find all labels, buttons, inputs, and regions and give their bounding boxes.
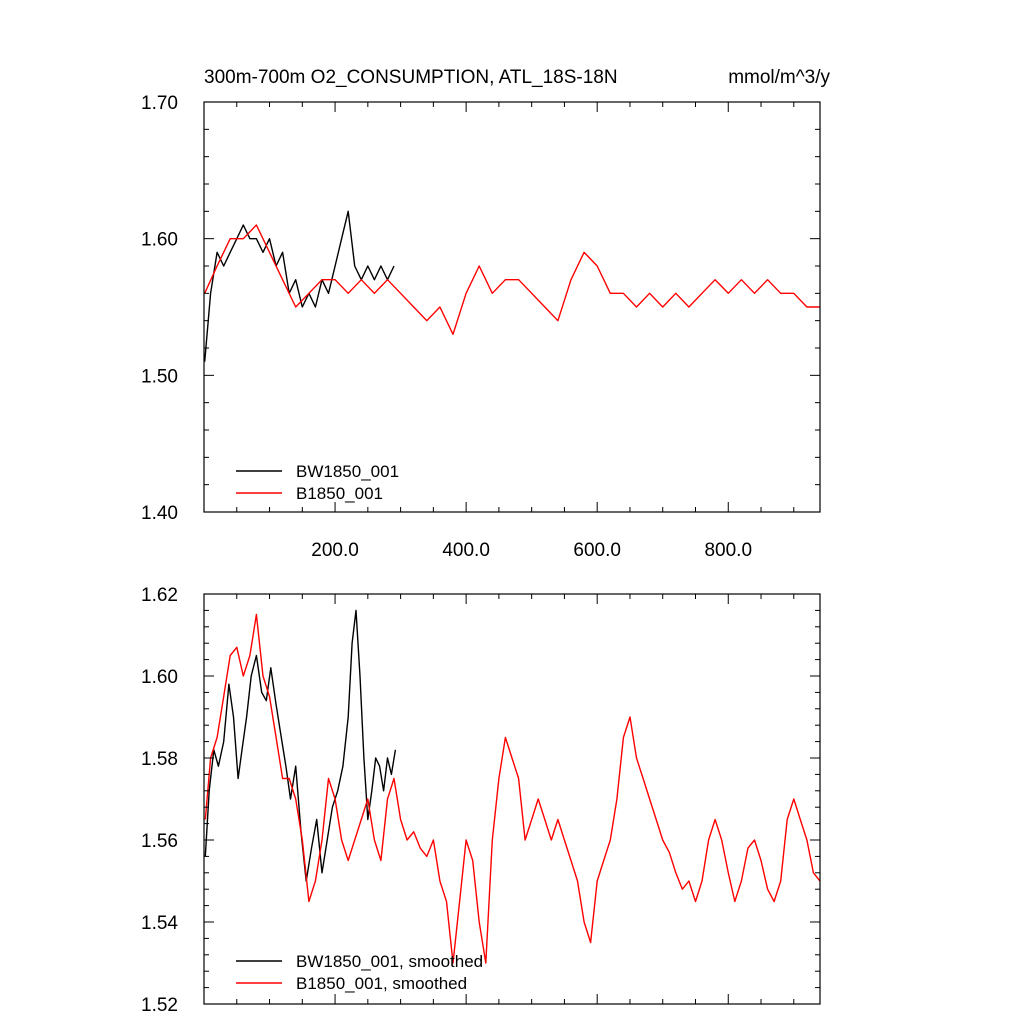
top-y-tick-label-0: 1.40 [141, 503, 178, 524]
top-x-tick-label-3: 800.0 [704, 540, 752, 561]
top-y-tick-label-1: 1.50 [141, 366, 178, 387]
top-x-tick-label-1: 400.0 [442, 540, 490, 561]
top-plot-frame [203, 101, 821, 513]
top-axes-layer: 200.0 400.0 600.0 800.0 1.40 1.50 1.60 1.70 [141, 93, 820, 561]
bottom-series-layer [204, 609, 821, 964]
top-y-tick-label-2: 1.60 [141, 230, 178, 251]
bottom-legend-label-1: B1850_001, smoothed [296, 974, 467, 993]
bottom-y-tick-label-4: 1.60 [141, 667, 178, 688]
bottom-y-tick-label-3: 1.58 [141, 749, 178, 770]
top-series-layer [204, 210, 820, 362]
top-y-tick-label-3: 1.70 [141, 93, 178, 114]
bottom-y-tick-label-1: 1.54 [141, 913, 178, 934]
top-series-line-1 [204, 224, 820, 335]
bottom-y-tick-label-2: 1.56 [141, 831, 178, 852]
bottom-legend-label-0: BW1850_001, smoothed [296, 952, 483, 971]
bottom-panel: 1.52 1.54 1.56 1.58 1.60 1.62 BW1850_001, smo… [141, 585, 821, 1016]
top-x-tick-label-2: 600.0 [573, 540, 621, 561]
bottom-axes-layer: 1.52 1.54 1.56 1.58 1.60 1.62 [141, 585, 820, 1016]
bottom-plot-frame [203, 593, 821, 1005]
top-x-tick-label-0: 200.0 [311, 540, 359, 561]
bottom-y-tick-label-0: 1.52 [141, 995, 178, 1016]
top-panel: 300m-700m O2_CONSUMPTION, ATL_18S-18N mm… [141, 67, 830, 561]
bottom-y-tick-label-5: 1.62 [141, 585, 178, 606]
top-units: mmol/m^3/y [728, 67, 830, 88]
top-legend-label-1: B1850_001 [296, 484, 383, 503]
top-series-line-0 [204, 210, 395, 362]
top-title: 300m-700m O2_CONSUMPTION, ATL_18S-18N [204, 67, 618, 88]
top-legend: BW1850_001 B1850_001 [236, 462, 399, 503]
bottom-series-line-1 [204, 613, 821, 964]
top-legend-label-0: BW1850_001 [296, 462, 399, 481]
bottom-legend: BW1850_001, smoothed B1850_001, smoothed [236, 952, 483, 993]
